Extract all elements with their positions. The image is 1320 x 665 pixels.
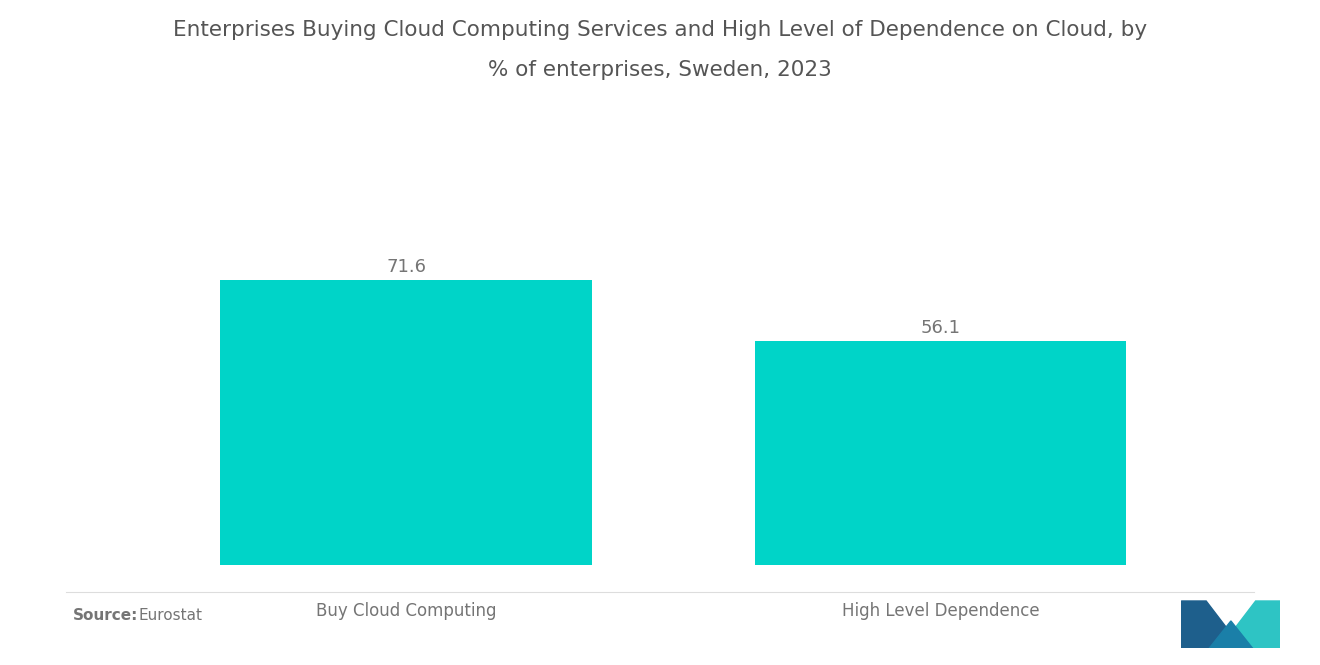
Bar bbox=[755, 341, 1126, 565]
Text: 71.6: 71.6 bbox=[385, 257, 426, 275]
Polygon shape bbox=[1232, 601, 1280, 648]
Text: Buy Cloud Computing: Buy Cloud Computing bbox=[315, 602, 496, 620]
Text: 56.1: 56.1 bbox=[920, 319, 961, 337]
Polygon shape bbox=[1209, 621, 1253, 648]
Text: High Level Dependence: High Level Dependence bbox=[842, 602, 1039, 620]
Text: Eurostat: Eurostat bbox=[139, 608, 202, 622]
Polygon shape bbox=[1181, 601, 1232, 648]
Text: Enterprises Buying Cloud Computing Services and High Level of Dependence on Clou: Enterprises Buying Cloud Computing Servi… bbox=[173, 20, 1147, 40]
Text: Source:: Source: bbox=[73, 608, 139, 622]
Text: % of enterprises, Sweden, 2023: % of enterprises, Sweden, 2023 bbox=[488, 60, 832, 80]
Bar bbox=[220, 279, 591, 565]
